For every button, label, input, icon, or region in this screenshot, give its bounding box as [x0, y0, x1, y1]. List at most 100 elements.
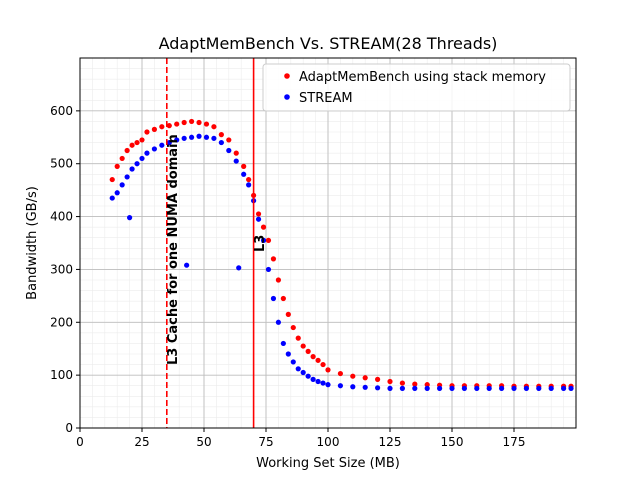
- adaptmembench-point: [275, 277, 281, 283]
- adaptmembench-point: [181, 119, 187, 126]
- x-tick-label: 150: [441, 435, 464, 449]
- adaptmembench-point: [290, 324, 296, 331]
- adaptmembench-point: [270, 256, 277, 262]
- stream-point: [119, 182, 125, 188]
- stream-point: [280, 340, 286, 347]
- y-axis-label: Bandwidth (GB/s): [25, 186, 40, 300]
- stream-point: [144, 150, 150, 156]
- stream-point: [548, 385, 554, 391]
- adaptmembench-point: [119, 155, 125, 162]
- adaptmembench-point: [412, 381, 418, 387]
- adaptmembench-point: [295, 335, 301, 341]
- stream-point: [196, 133, 202, 139]
- adaptmembench-point: [315, 357, 321, 363]
- adaptmembench-point: [310, 354, 316, 360]
- adaptmembench-point: [139, 137, 145, 143]
- stream-point: [211, 135, 217, 141]
- stream-point: [184, 262, 190, 268]
- adaptmembench-point: [233, 150, 239, 156]
- stream-point: [260, 237, 267, 243]
- x-tick-label: 0: [76, 435, 84, 449]
- adaptmembench-point: [114, 163, 120, 169]
- adaptmembench-point: [350, 373, 356, 379]
- stream-point: [561, 385, 567, 391]
- adaptmembench-point: [305, 348, 311, 354]
- y-tick-label: 200: [50, 315, 73, 329]
- stream-point: [166, 139, 172, 146]
- y-tick-label: 500: [50, 157, 73, 171]
- x-tick-label: 75: [258, 435, 273, 449]
- stream-point: [203, 134, 210, 140]
- x-tick-label: 25: [134, 435, 149, 449]
- stream-point: [320, 380, 326, 386]
- stream-point: [523, 385, 530, 391]
- stream-point: [129, 166, 135, 172]
- adaptmembench-point: [134, 139, 140, 146]
- stream-point: [337, 383, 343, 389]
- stream-point: [315, 378, 321, 385]
- y-tick-label: 100: [50, 368, 73, 382]
- stream-point: [181, 135, 187, 141]
- y-tick-label: 300: [50, 262, 73, 276]
- y-tick-label: 0: [65, 421, 73, 435]
- stream-point: [265, 266, 272, 273]
- chart-title: AdaptMemBench Vs. STREAM(28 Threads): [159, 34, 498, 53]
- adaptmembench-point: [255, 211, 262, 217]
- y-tick-label: 400: [50, 210, 73, 224]
- x-tick-label: 50: [196, 435, 211, 449]
- adaptmembench-point: [196, 119, 202, 126]
- stream-point: [246, 182, 252, 188]
- stream-point: [233, 158, 239, 164]
- stream-point: [568, 385, 574, 391]
- legend-label-adaptmembench: AdaptMemBench using stack memory: [299, 70, 546, 85]
- stream-point: [270, 295, 277, 302]
- stream-point: [114, 190, 120, 196]
- stream-point: [241, 171, 247, 177]
- stream-point: [350, 384, 356, 390]
- stream-point: [255, 216, 262, 222]
- l3-annotation: L3: [253, 235, 268, 252]
- adaptmembench-point: [265, 237, 272, 243]
- stream-point: [424, 385, 430, 391]
- stream-point: [437, 385, 443, 391]
- data-points: [109, 118, 574, 391]
- stream-point: [511, 385, 517, 391]
- stream-point: [399, 385, 405, 391]
- stream-point: [174, 137, 180, 143]
- adaptmembench-point: [124, 147, 130, 154]
- stream-point: [285, 351, 291, 357]
- stream-point: [499, 385, 505, 391]
- reference-lines: [166, 58, 255, 428]
- adaptmembench-point: [144, 129, 150, 135]
- stream-point: [536, 385, 542, 391]
- adaptmembench-point: [159, 124, 165, 130]
- adaptmembench-point: [166, 123, 172, 129]
- adaptmembench-point: [226, 137, 232, 143]
- stream-point: [461, 385, 467, 391]
- stream-point: [139, 155, 145, 162]
- adaptmembench-point: [151, 126, 157, 132]
- stream-point: [310, 376, 316, 382]
- adaptmembench-point: [280, 295, 286, 302]
- y-tick-label: 600: [50, 104, 73, 118]
- adaptmembench-point: [362, 375, 368, 381]
- stream-point: [387, 385, 393, 391]
- legend: AdaptMemBench using stack memory STREAM: [262, 63, 571, 112]
- adaptmembench-point: [246, 176, 252, 183]
- stream-point: [151, 146, 157, 152]
- stream-point: [375, 385, 381, 391]
- adaptmembench-point: [424, 382, 430, 388]
- stream-point: [486, 385, 492, 391]
- adaptmembench-point: [109, 176, 115, 183]
- stream-point: [134, 161, 140, 167]
- stream-point: [449, 385, 455, 391]
- l3-numa-annotation: L3 Cache for one NUMA domain: [166, 134, 181, 365]
- adaptmembench-point: [325, 367, 331, 373]
- legend-box: [262, 63, 571, 112]
- stream-point: [290, 359, 296, 365]
- stream-point: [275, 319, 281, 325]
- stream-point: [109, 195, 115, 201]
- legend-marker-adaptmembench: [284, 73, 290, 79]
- stream-point: [189, 134, 195, 140]
